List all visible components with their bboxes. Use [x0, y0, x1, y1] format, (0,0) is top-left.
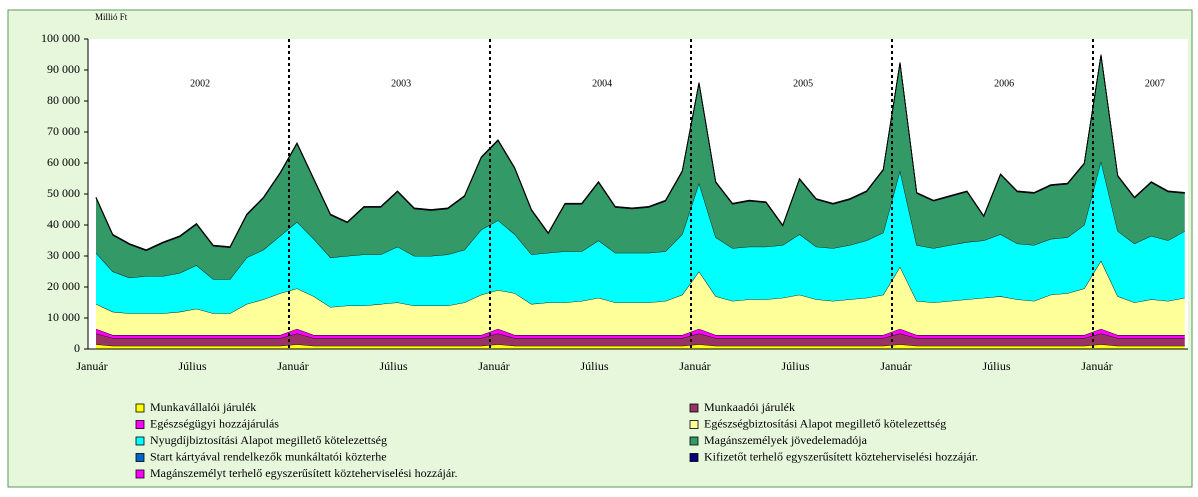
y-tick-label: 80 000 — [47, 93, 80, 107]
x-tick-label: Január — [880, 359, 911, 373]
x-tick-label: Január — [277, 359, 308, 373]
year-label: 2002 — [190, 78, 210, 89]
legend-label: Magánszemélyek jövedelemadója — [704, 433, 868, 447]
x-tick-label: Július — [982, 359, 1010, 373]
area — [96, 55, 1185, 280]
y-tick-label: 10 000 — [47, 310, 80, 324]
y-tick-label: 50 000 — [47, 186, 80, 200]
x-tick-label: Január — [1081, 359, 1112, 373]
y-tick-label: 40 000 — [47, 217, 80, 231]
year-label: 2006 — [994, 78, 1014, 89]
y-tick-label: 0 — [74, 341, 80, 355]
y-tick-label: 90 000 — [47, 62, 80, 76]
y-tick-label: 70 000 — [47, 124, 80, 138]
legend-swatch — [135, 420, 145, 429]
legend-label: Egészségbiztosítási Alapot megillető köt… — [704, 416, 946, 430]
x-tick-label: Július — [178, 359, 206, 373]
x-tick-label: Január — [478, 359, 509, 373]
legend-swatch — [135, 436, 145, 446]
y-tick-label: 60 000 — [47, 155, 80, 169]
unit-label: Millió Ft — [95, 12, 128, 22]
area — [96, 333, 1185, 346]
legend-swatch — [689, 420, 699, 429]
legend-swatch — [689, 436, 699, 446]
x-tick-label: Július — [580, 359, 608, 373]
legend-label: Magánszemélyt terhelő egyszerűsített köz… — [150, 466, 458, 480]
year-label: 2007 — [1145, 78, 1165, 89]
legend-swatch — [135, 469, 145, 479]
area — [96, 328, 1185, 339]
legend-label: Munkaadói járulék — [704, 400, 795, 414]
y-tick-label: 100 000 — [41, 31, 80, 45]
year-label: 2005 — [793, 78, 813, 89]
year-label: 2004 — [592, 78, 612, 89]
legend-swatch — [135, 453, 145, 462]
legend-label: Start kártyával rendelkezők munkáltatói … — [150, 449, 387, 463]
x-tick-label: Július — [379, 359, 407, 373]
legend-label: Kifizetőt terhelő egyszerűsített köztehe… — [704, 449, 978, 463]
legend-swatch — [689, 403, 699, 413]
legend-swatch — [135, 403, 145, 413]
area — [96, 260, 1185, 336]
area — [96, 161, 1185, 314]
legend-label: Egészségügyi hozzájárulás — [150, 416, 279, 430]
x-tick-label: Január — [679, 359, 710, 373]
x-tick-label: Július — [781, 359, 809, 373]
y-tick-label: 30 000 — [47, 248, 80, 262]
legend-label: Nyugdíjbiztosítási Alapot megillető köte… — [150, 433, 387, 447]
area-edge — [95, 54, 1185, 251]
legend-label: Munkavállalói járulék — [150, 400, 256, 414]
x-tick-label: Január — [76, 359, 107, 373]
year-label: 2003 — [391, 78, 411, 89]
y-tick-label: 20 000 — [47, 279, 80, 293]
legend-swatch — [689, 453, 699, 462]
